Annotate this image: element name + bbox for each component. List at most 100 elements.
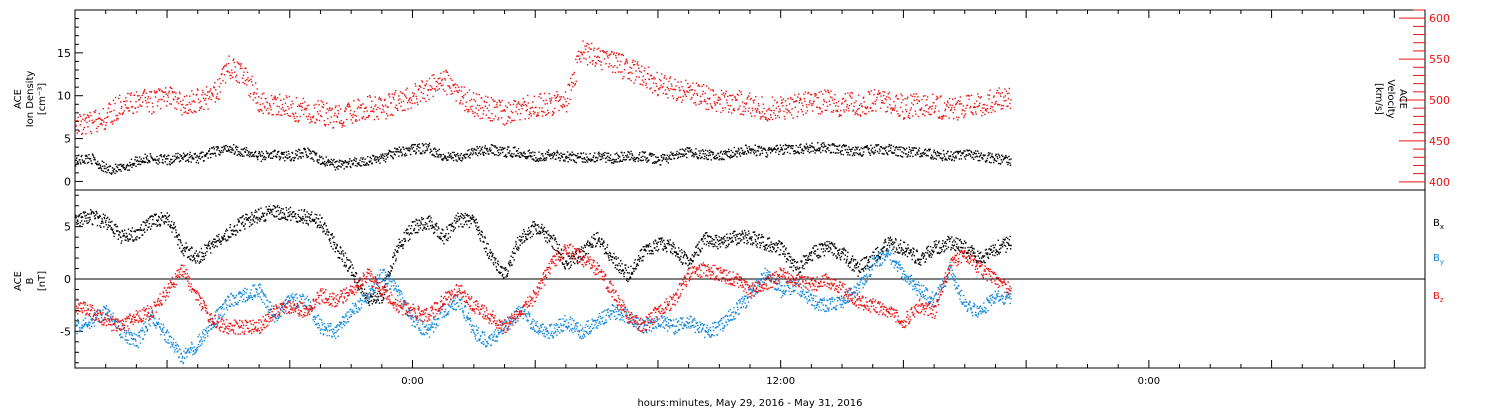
data-point	[926, 96, 929, 98]
data-point	[147, 98, 149, 100]
data-point	[882, 147, 885, 149]
data-point	[298, 156, 300, 158]
data-point	[209, 153, 211, 155]
data-point	[527, 150, 529, 152]
data-point	[319, 214, 321, 216]
data-point	[158, 98, 160, 101]
data-point	[419, 100, 422, 102]
data-point	[932, 158, 934, 160]
data-point	[623, 156, 625, 159]
data-point	[784, 143, 787, 146]
data-point	[125, 97, 127, 99]
data-point	[732, 109, 735, 111]
data-point	[973, 151, 975, 154]
data-point	[219, 154, 221, 156]
data-point	[264, 218, 267, 221]
data-point	[459, 215, 462, 217]
data-point	[811, 110, 814, 112]
data-point	[157, 159, 160, 162]
data-point	[426, 149, 428, 152]
data-point	[782, 144, 785, 147]
data-point	[322, 106, 324, 109]
data-point	[906, 97, 908, 100]
data-point	[113, 109, 115, 112]
data-point	[616, 52, 618, 54]
data-point	[984, 113, 986, 116]
data-point	[315, 154, 317, 156]
data-point	[162, 216, 165, 218]
data-point	[582, 250, 584, 252]
data-point	[299, 152, 301, 154]
data-point	[575, 80, 578, 83]
data-point	[148, 160, 150, 163]
data-point	[177, 244, 179, 246]
data-point	[935, 153, 937, 155]
data-point	[262, 152, 265, 155]
data-point	[182, 253, 184, 255]
data-point	[120, 236, 122, 239]
data-point	[326, 161, 328, 164]
data-point	[543, 159, 546, 162]
data-point	[300, 105, 302, 107]
data-point	[477, 115, 479, 117]
data-point	[669, 154, 671, 157]
data-point	[667, 97, 669, 99]
data-point	[723, 96, 726, 98]
data-point	[773, 112, 775, 114]
data-point	[194, 252, 196, 254]
data-point	[350, 119, 353, 121]
data-point	[203, 256, 205, 258]
data-point	[933, 102, 935, 104]
data-point	[178, 97, 180, 100]
data-point	[236, 229, 238, 232]
data-point	[564, 267, 566, 269]
data-point	[378, 156, 381, 158]
data-point	[1009, 164, 1012, 166]
data-point	[401, 245, 404, 247]
data-point	[441, 79, 443, 82]
data-point	[193, 158, 195, 160]
data-point	[993, 95, 995, 97]
data-point	[691, 96, 693, 99]
data-point	[750, 112, 752, 114]
data-point	[413, 95, 415, 97]
data-point	[531, 224, 534, 227]
data-point	[986, 157, 989, 160]
data-point	[207, 108, 209, 110]
data-point	[242, 148, 245, 150]
data-point	[282, 208, 284, 210]
data-point	[246, 149, 249, 152]
data-point	[216, 93, 219, 95]
data-point	[645, 84, 647, 87]
data-point	[458, 225, 460, 228]
data-point	[543, 157, 545, 160]
data-point	[957, 100, 960, 102]
data-point	[146, 102, 148, 104]
data-point	[271, 157, 274, 159]
data-point	[567, 255, 570, 257]
data-point	[606, 246, 608, 249]
data-point	[481, 146, 483, 148]
data-point	[689, 147, 691, 149]
data-point	[148, 101, 150, 104]
data-point	[99, 167, 101, 169]
data-point	[596, 159, 598, 161]
data-point	[378, 290, 380, 293]
data-point	[821, 142, 823, 144]
data-point	[142, 221, 144, 223]
data-point	[660, 84, 662, 86]
data-point	[126, 165, 128, 167]
data-point	[643, 151, 645, 154]
data-point	[270, 108, 272, 111]
data-point	[114, 96, 117, 99]
data-point	[207, 157, 209, 159]
data-point	[216, 235, 218, 237]
data-point	[994, 154, 997, 157]
data-point	[106, 217, 108, 220]
data-point	[239, 229, 242, 232]
data-point	[357, 163, 360, 166]
data-point	[243, 82, 246, 85]
data-point	[207, 245, 209, 247]
data-point	[151, 102, 154, 105]
data-point	[340, 163, 343, 165]
